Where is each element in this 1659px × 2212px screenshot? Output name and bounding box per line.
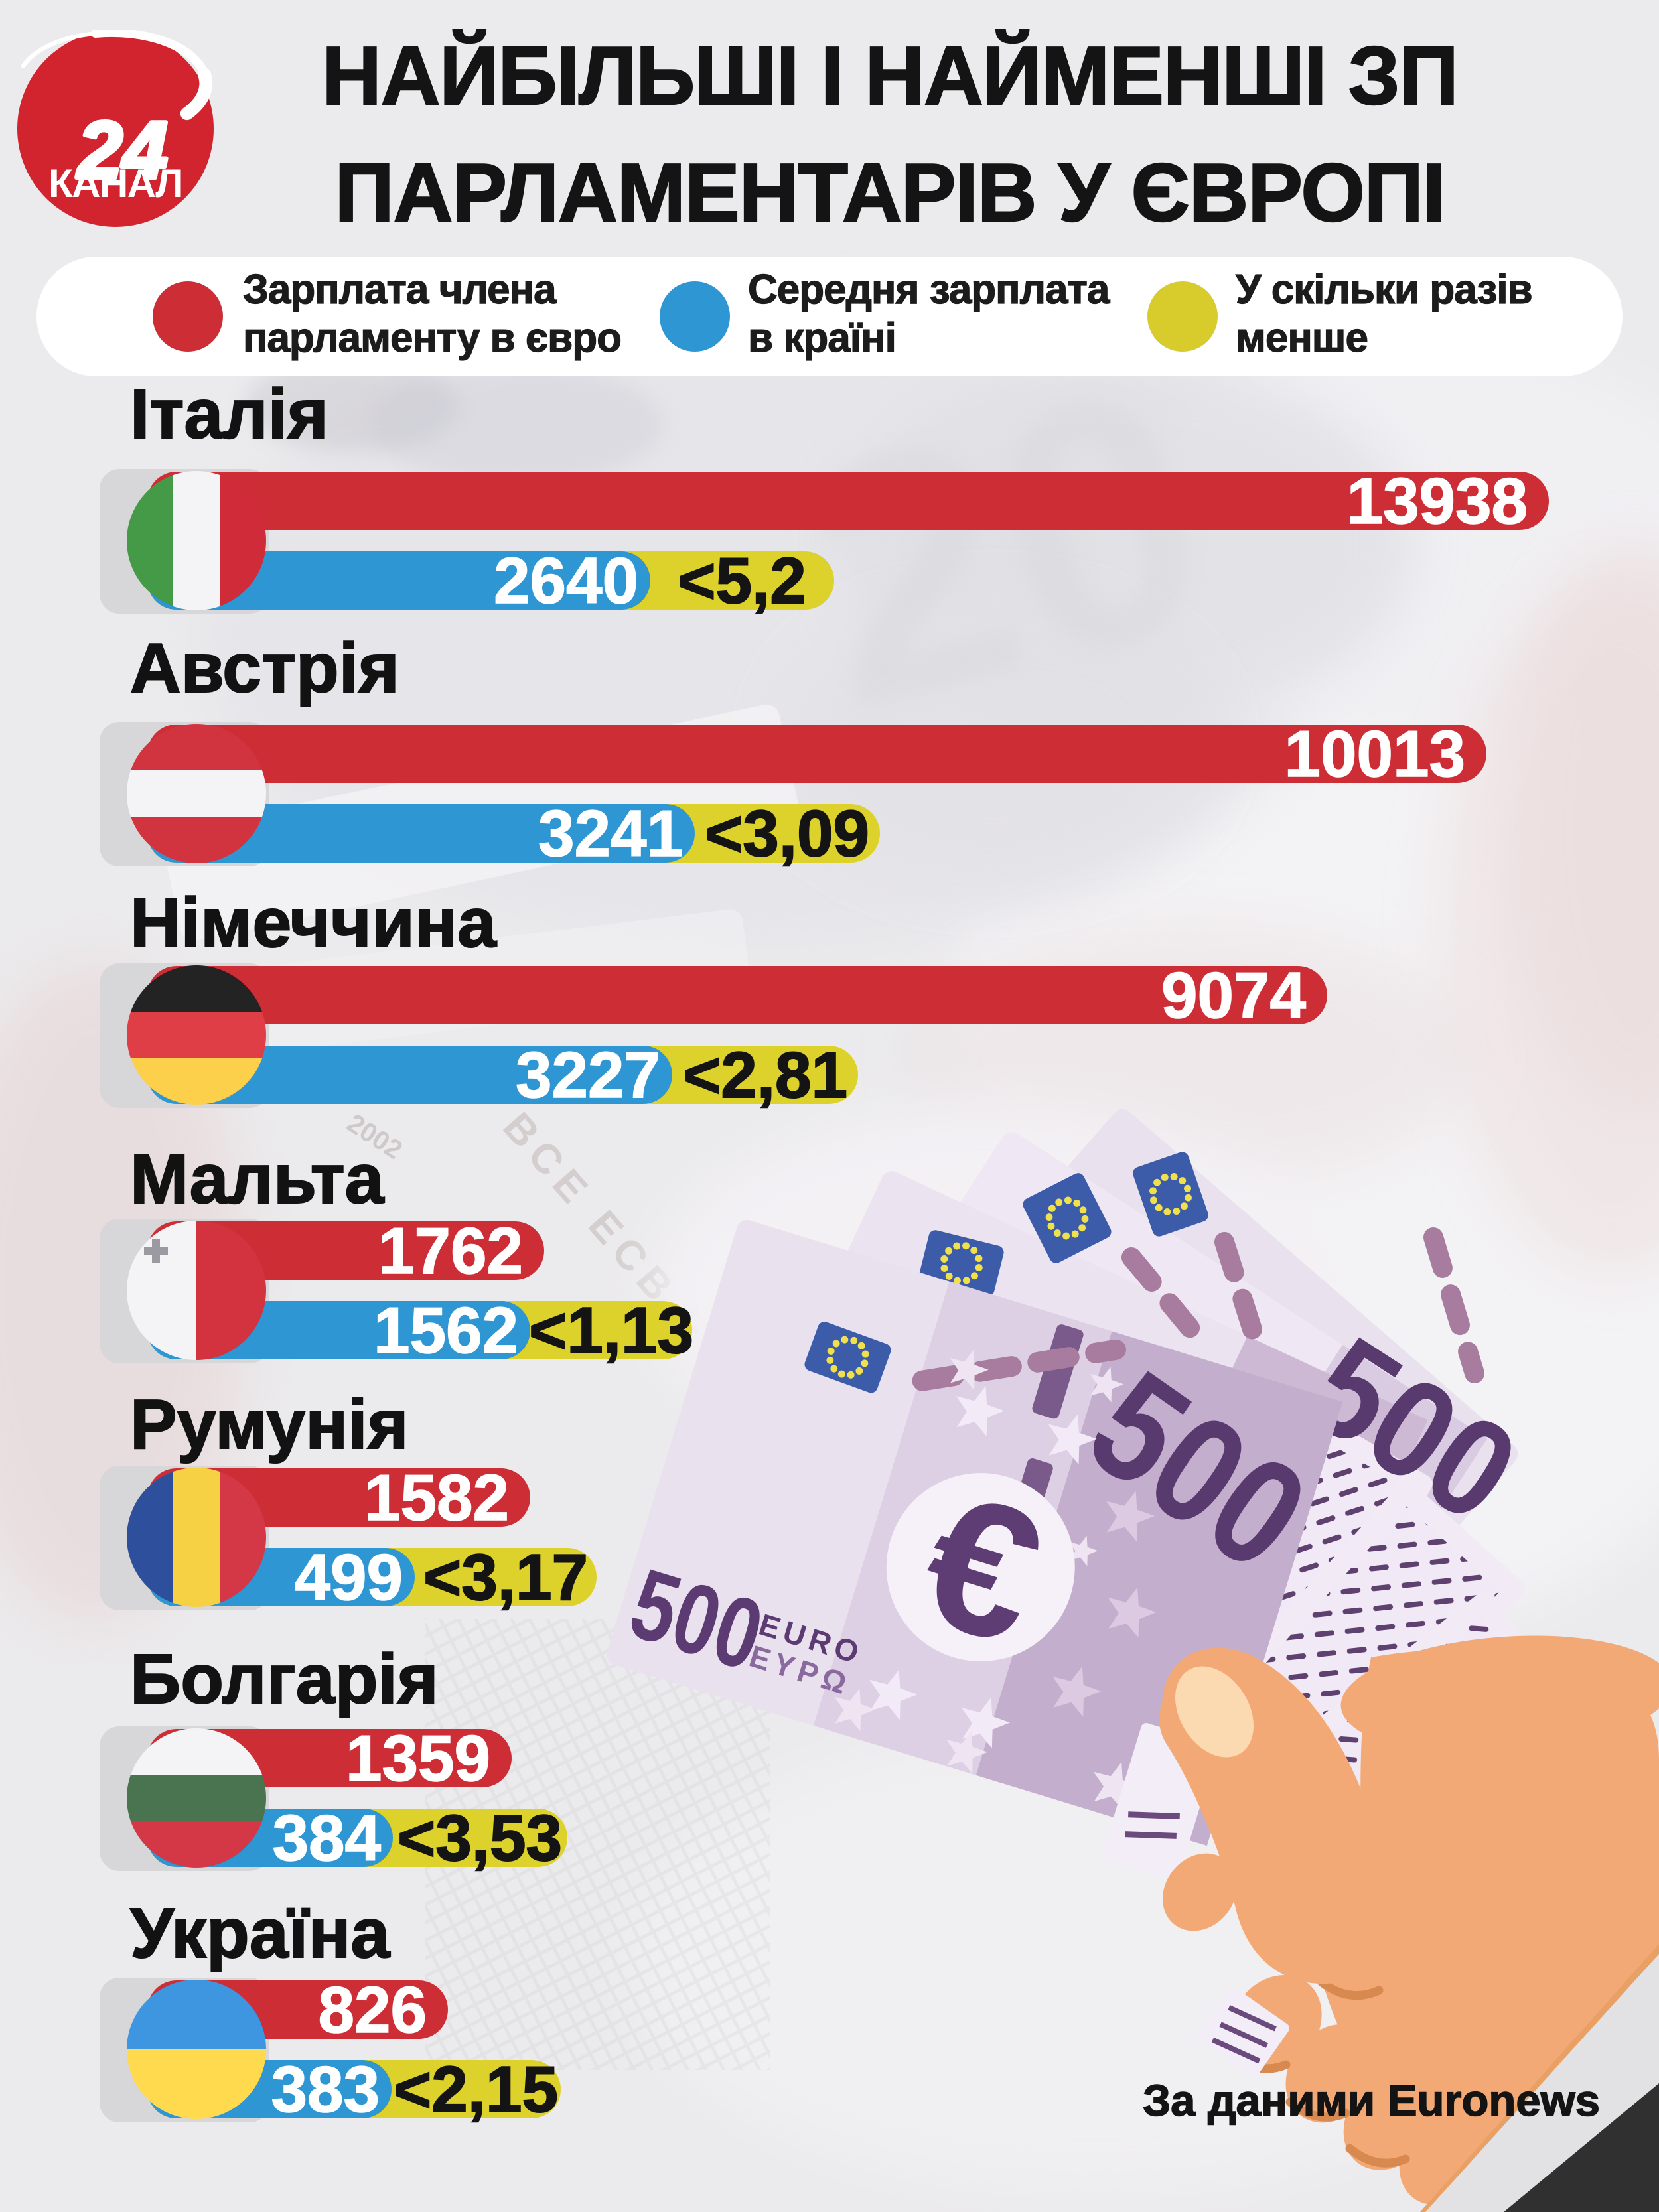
svg-text:20: 20 xyxy=(774,314,1240,782)
svg-text:КАНАЛ: КАНАЛ xyxy=(48,161,182,206)
svg-text:24: 24 xyxy=(76,105,168,195)
